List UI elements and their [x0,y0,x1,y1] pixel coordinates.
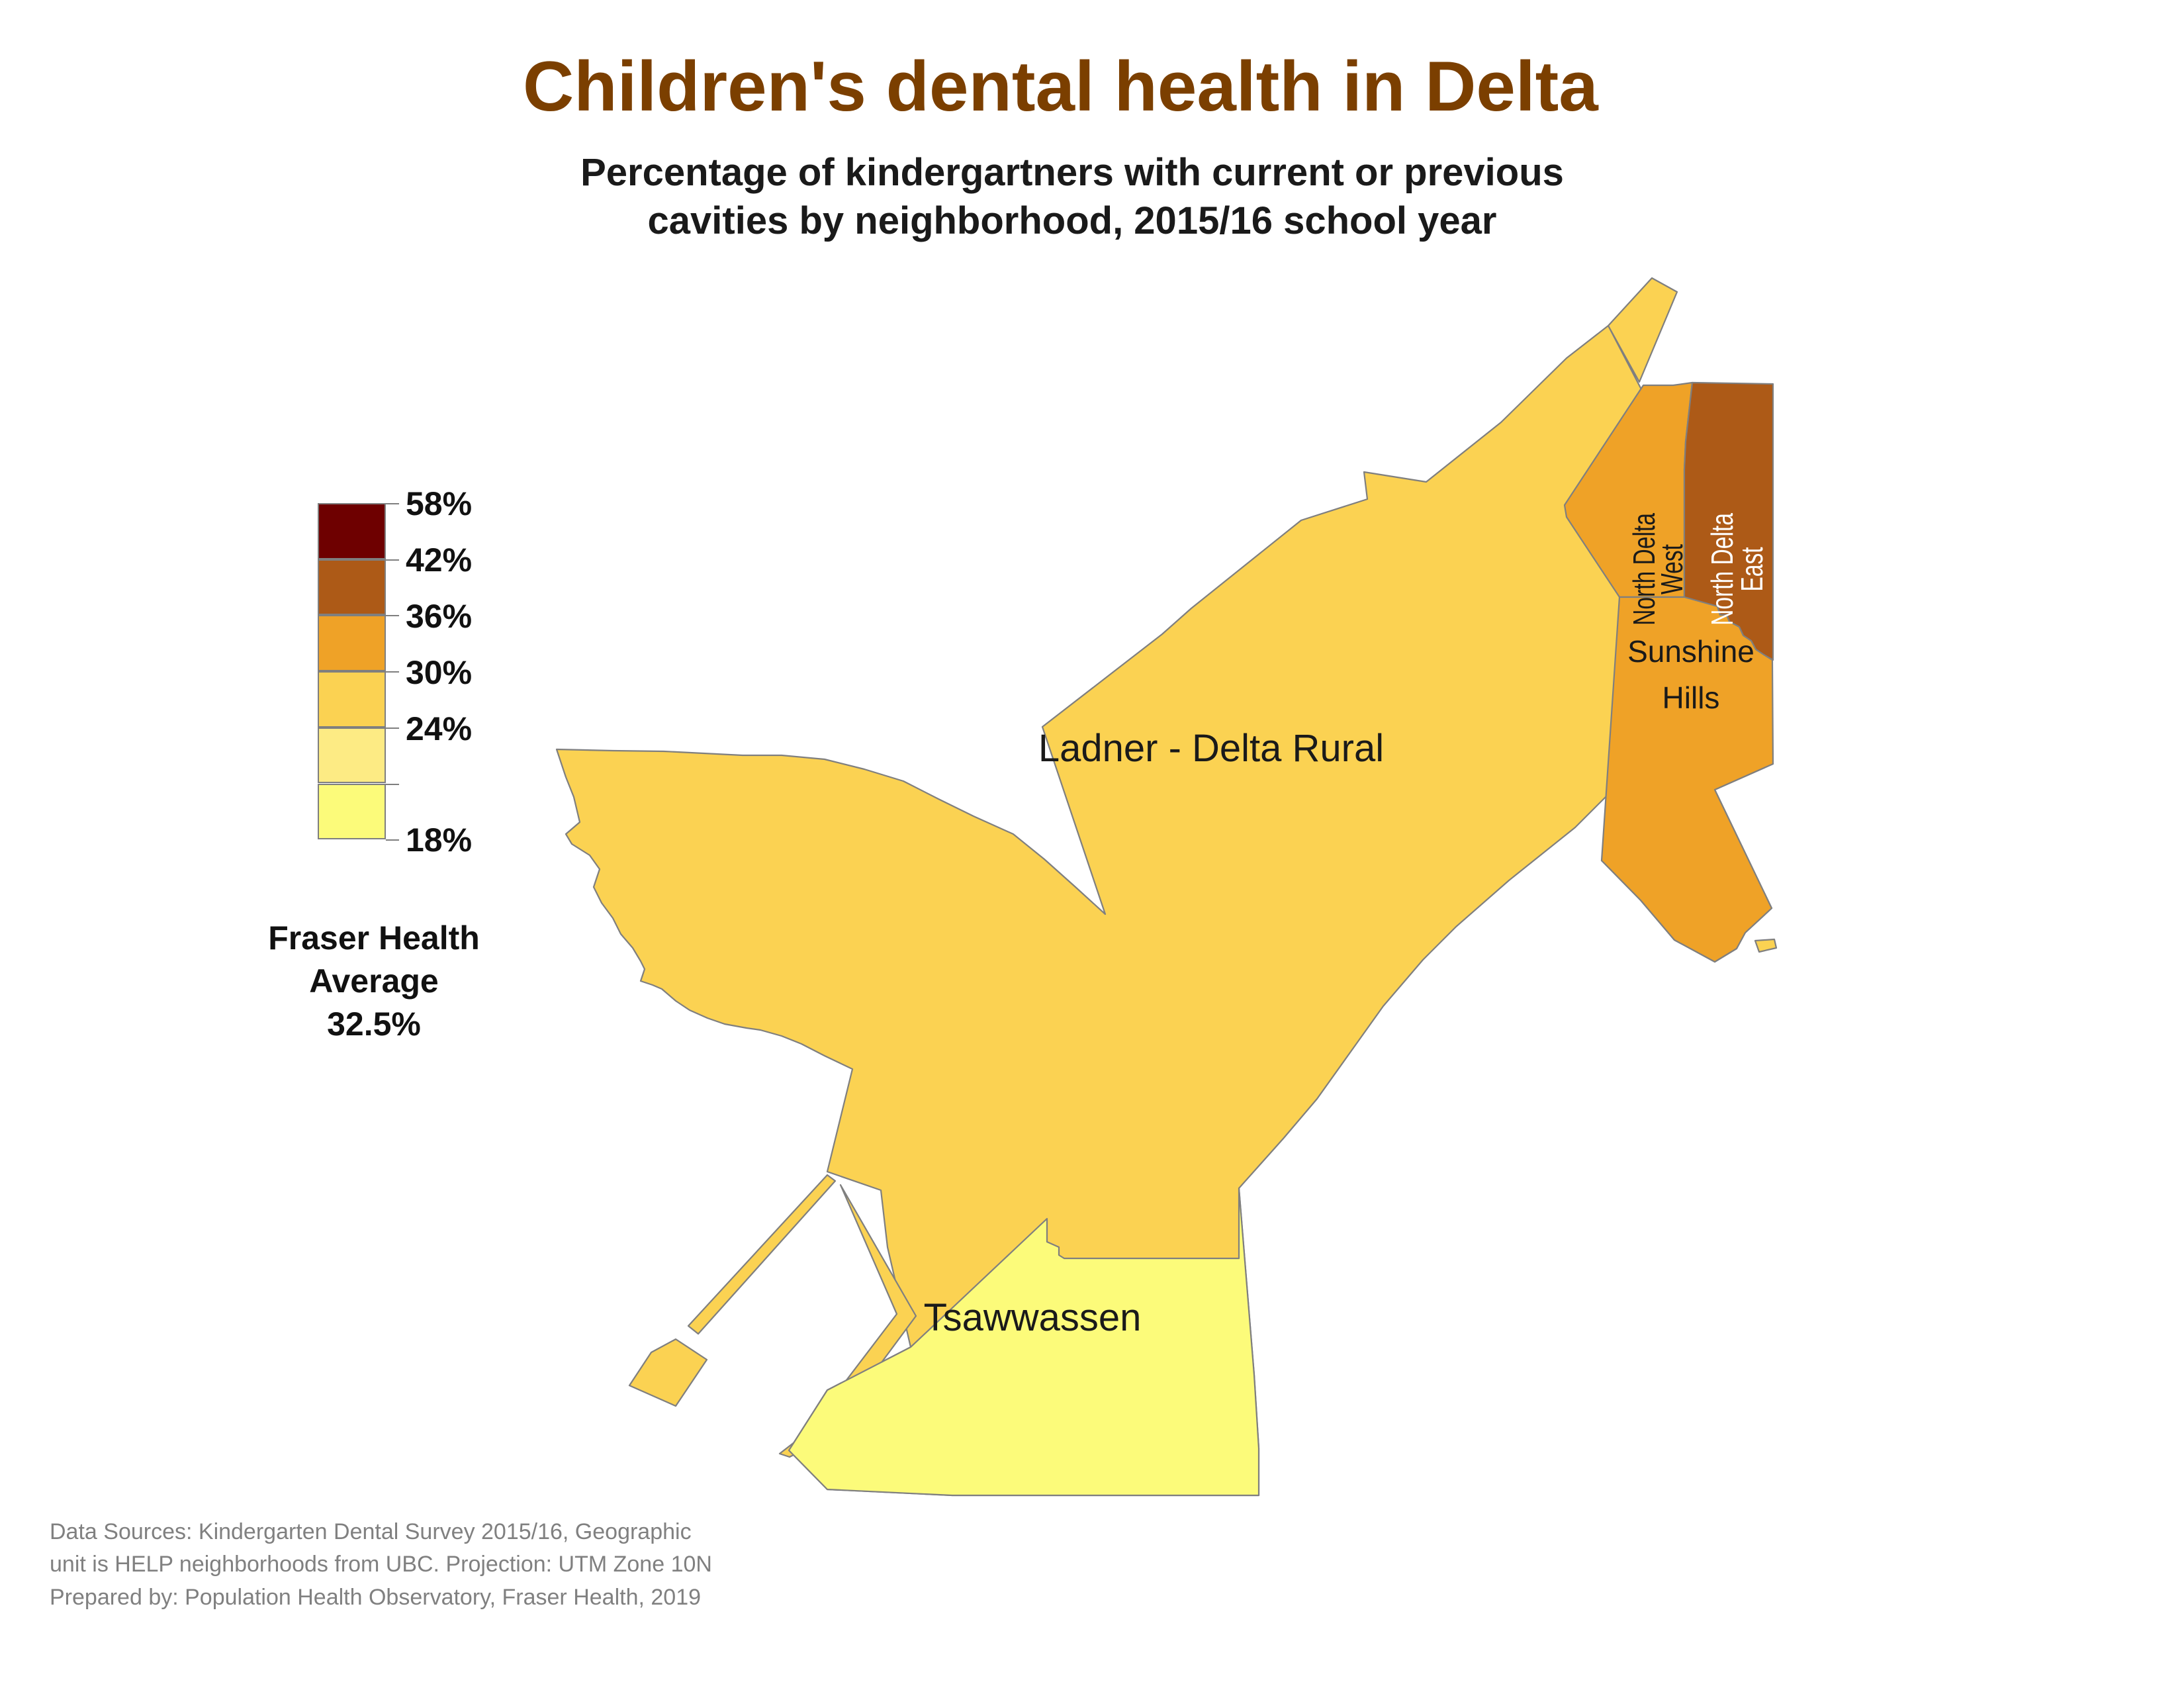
svg-text:East: East [1735,547,1770,591]
svg-text:Hills: Hills [1662,680,1720,715]
svg-text:Sunshine: Sunshine [1627,634,1754,669]
svg-text:Ladner - Delta Rural: Ladner - Delta Rural [1038,727,1384,770]
svg-text:West: West [1655,544,1690,594]
svg-text:Tsawwassen: Tsawwassen [924,1296,1142,1339]
